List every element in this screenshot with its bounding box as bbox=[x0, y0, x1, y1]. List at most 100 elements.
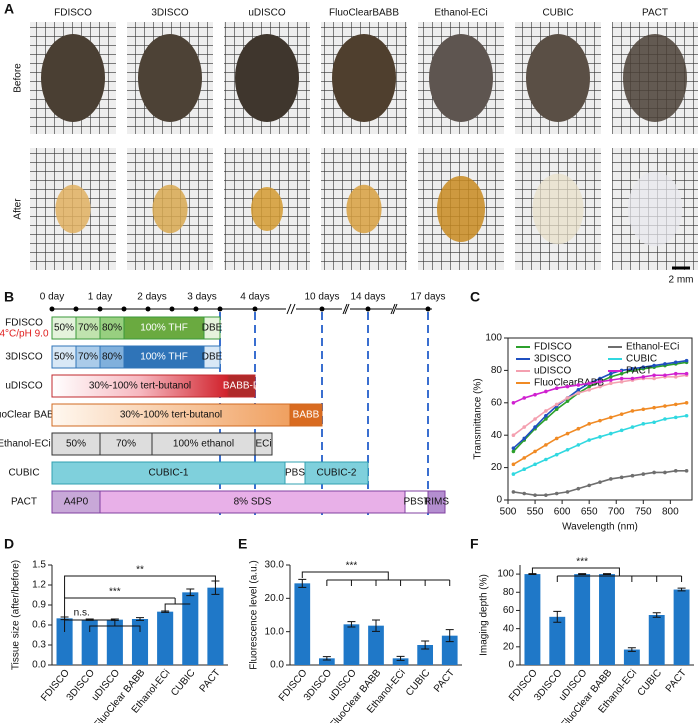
segment-label: BABB-D bbox=[223, 381, 260, 392]
data-point bbox=[511, 401, 516, 405]
data-point bbox=[533, 425, 537, 429]
data-point bbox=[533, 417, 537, 421]
timeline-label: 14 days bbox=[350, 292, 385, 303]
x-tick-label: PACT bbox=[198, 668, 223, 695]
y-tick-label: 20 bbox=[491, 462, 503, 473]
data-point bbox=[533, 449, 537, 454]
legend-label: FDISCO bbox=[534, 342, 572, 353]
brain-before bbox=[41, 34, 105, 122]
data-point bbox=[673, 371, 678, 376]
data-point bbox=[522, 436, 527, 441]
annotation: *** bbox=[346, 561, 358, 572]
data-point bbox=[533, 462, 537, 467]
data-point bbox=[652, 376, 656, 381]
error-bar bbox=[553, 610, 562, 623]
x-tick-label: 500 bbox=[500, 507, 517, 518]
data-point bbox=[619, 379, 624, 384]
segment-label: 70% bbox=[78, 352, 98, 363]
bar bbox=[182, 592, 199, 665]
data-point bbox=[522, 491, 527, 496]
segment-label: PBS bbox=[285, 468, 305, 479]
row-name: FluoClear BABB bbox=[0, 410, 61, 421]
data-point bbox=[554, 407, 559, 412]
bracket bbox=[64, 619, 141, 632]
data-point bbox=[663, 417, 667, 421]
brain-before bbox=[429, 34, 493, 122]
error-bar bbox=[652, 612, 661, 618]
data-point bbox=[544, 389, 548, 394]
data-point bbox=[684, 371, 689, 376]
data-point bbox=[641, 422, 646, 426]
x-tick-label: PACT bbox=[432, 668, 457, 695]
y-tick-label: 0 bbox=[496, 495, 502, 506]
scale-bar-label: 2 mm bbox=[669, 275, 694, 286]
data-point bbox=[652, 470, 656, 475]
segment-label: 50% bbox=[54, 352, 74, 363]
data-point bbox=[554, 402, 559, 407]
data-point bbox=[663, 470, 667, 475]
segment-label: 50% bbox=[66, 439, 86, 450]
brain-before bbox=[332, 34, 396, 122]
data-point bbox=[673, 375, 678, 379]
panel-label: C bbox=[470, 289, 480, 305]
segment-label: RIMS bbox=[424, 497, 449, 508]
error-bar bbox=[627, 647, 636, 652]
panel-label: F bbox=[470, 536, 479, 552]
error-bar bbox=[372, 619, 380, 632]
bar bbox=[549, 616, 566, 665]
y-tick-label: 60 bbox=[491, 397, 503, 408]
bar bbox=[441, 635, 458, 665]
data-point bbox=[554, 491, 559, 496]
data-point bbox=[630, 376, 635, 381]
data-point bbox=[587, 422, 591, 426]
y-tick-label: 60 bbox=[503, 605, 515, 616]
segment-label: PBST bbox=[403, 497, 429, 508]
data-point bbox=[641, 407, 646, 412]
data-point bbox=[598, 418, 602, 423]
bar bbox=[648, 615, 665, 665]
row-name: FDISCO bbox=[5, 318, 43, 329]
data-point bbox=[609, 371, 613, 376]
segment-label: 70% bbox=[116, 439, 136, 450]
legend-label: FluoClearBABB bbox=[534, 378, 604, 389]
row-name: Ethanol-ECi bbox=[0, 439, 51, 450]
bar bbox=[343, 624, 360, 665]
data-point bbox=[673, 402, 678, 407]
data-point bbox=[673, 360, 678, 365]
timeline-label: 3 days bbox=[187, 292, 216, 303]
brain-before bbox=[526, 34, 590, 122]
brain-after bbox=[55, 184, 91, 234]
data-point bbox=[587, 388, 591, 392]
brain-before bbox=[623, 34, 687, 122]
row-name: 3DISCO bbox=[5, 352, 42, 363]
data-point bbox=[609, 477, 613, 481]
x-tick-label: CUBIC bbox=[169, 668, 197, 699]
data-point bbox=[576, 391, 581, 395]
segment-label: 30%-100% tert-butanol bbox=[89, 381, 191, 392]
data-point bbox=[554, 452, 559, 457]
column-label: FDISCO bbox=[54, 8, 92, 19]
data-point bbox=[619, 428, 624, 433]
data-point bbox=[544, 409, 548, 413]
timeline-dot bbox=[319, 306, 325, 312]
timeline-break bbox=[290, 303, 296, 315]
data-point bbox=[598, 384, 602, 389]
protocol-segment bbox=[203, 345, 221, 369]
y-axis-label: Imaging depth (%) bbox=[479, 574, 490, 656]
data-point bbox=[587, 384, 591, 389]
annotation: ** bbox=[136, 565, 144, 576]
data-point bbox=[511, 449, 516, 454]
panel-label: A bbox=[4, 1, 14, 17]
timeline-break bbox=[392, 303, 398, 315]
segment-label: DBE bbox=[202, 323, 223, 334]
segment-label: 100% THF bbox=[140, 352, 188, 363]
data-point bbox=[641, 375, 646, 379]
bar bbox=[131, 619, 149, 665]
legend-label: 3DISCO bbox=[534, 354, 571, 365]
annotation: *** bbox=[576, 557, 588, 568]
bar bbox=[392, 658, 409, 665]
protocol-segment bbox=[203, 316, 221, 340]
x-tick-label: CUBIC bbox=[636, 668, 664, 699]
data-point bbox=[587, 381, 591, 386]
x-tick-label: 800 bbox=[662, 507, 679, 518]
